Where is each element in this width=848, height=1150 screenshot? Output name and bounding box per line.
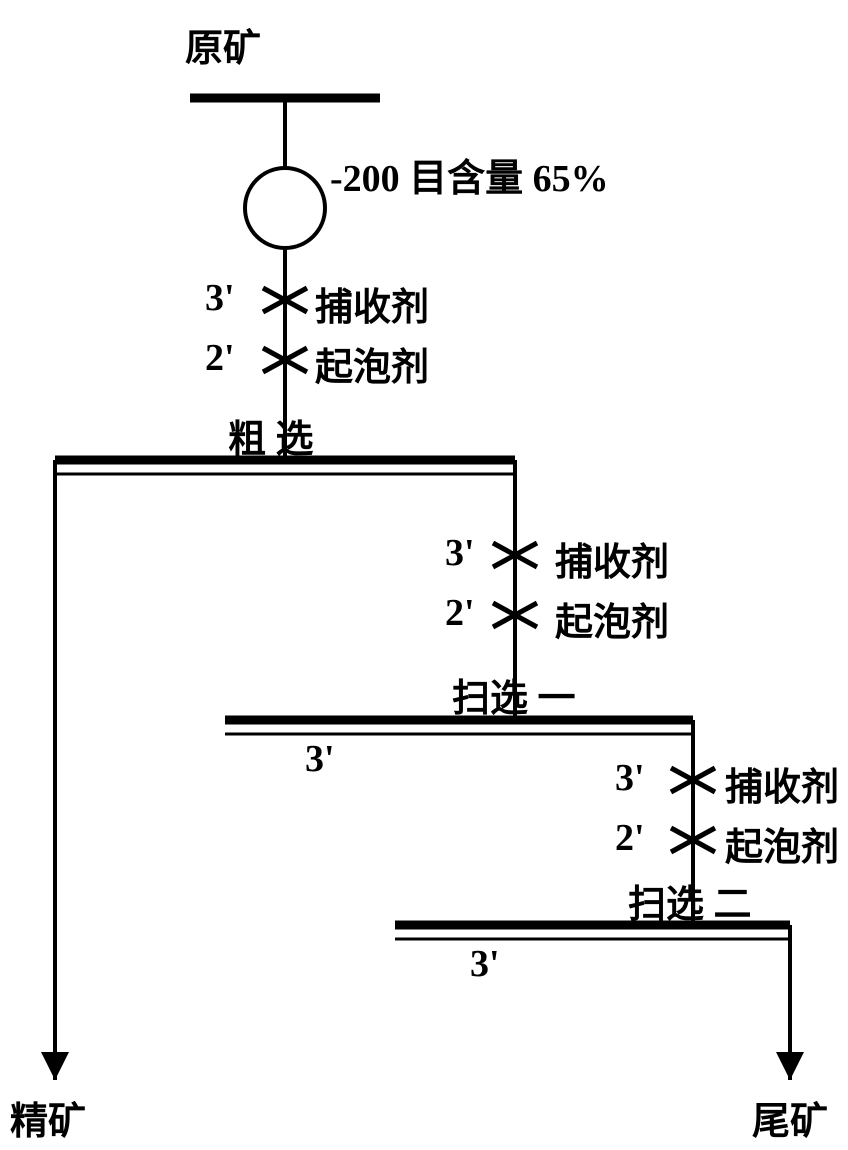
scav2-label: 扫选 二 — [628, 873, 752, 928]
scav2-return-time: 3' — [470, 942, 500, 986]
tailings-label: 尾矿 — [752, 1090, 828, 1145]
reagent-stage3-1: 起泡剂 — [725, 816, 839, 871]
reagent-stage2-1: 起泡剂 — [555, 591, 669, 646]
reagent-stage2-0: 捕收剂 — [555, 531, 669, 586]
time-stage3-0: 3' — [615, 756, 645, 800]
rougher-label: 粗 选 — [228, 408, 314, 463]
time-stage2-0: 3' — [445, 531, 475, 575]
concentrate-label: 精矿 — [10, 1090, 86, 1145]
feed-label: 原矿 — [185, 17, 261, 72]
time-stage3-1: 2' — [615, 816, 645, 860]
reagent-stage1-0: 捕收剂 — [315, 276, 429, 331]
time-stage1-0: 3' — [205, 276, 235, 320]
reagent-stage3-0: 捕收剂 — [725, 756, 839, 811]
time-stage1-1: 2' — [205, 336, 235, 380]
grinding-spec: -200 目含量 65% — [330, 147, 609, 202]
scav1-label: 扫选 一 — [452, 667, 576, 722]
time-stage2-1: 2' — [445, 591, 475, 635]
reagent-stage1-1: 起泡剂 — [315, 336, 429, 391]
scav1-return-time: 3' — [305, 737, 335, 781]
